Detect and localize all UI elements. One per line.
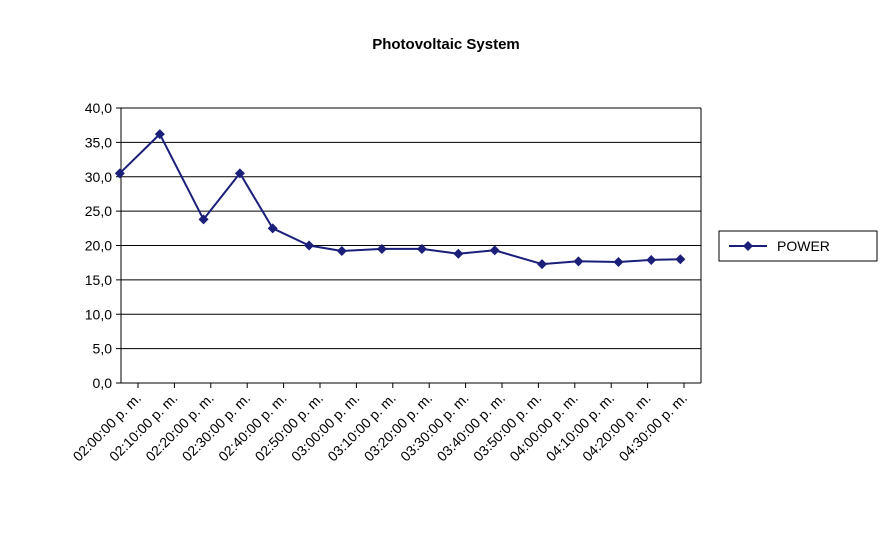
data-point	[613, 257, 624, 267]
data-point	[453, 248, 464, 259]
legend-label: POWER	[777, 238, 830, 254]
y-tick-label: 30,0	[85, 169, 112, 185]
series-line	[119, 133, 681, 266]
y-tick-label: 0,0	[93, 375, 113, 391]
y-tick-label: 20,0	[85, 238, 112, 254]
y-tick-label: 25,0	[85, 203, 112, 219]
data-point	[114, 168, 125, 179]
data-point	[336, 246, 347, 256]
legend: POWER	[718, 230, 878, 262]
data-point	[489, 245, 500, 256]
data-point	[234, 168, 245, 179]
data-point	[537, 259, 548, 270]
x-axis-ticks: 02:00:00 p. m.02:10:00 p. m.02:20:00 p. …	[70, 383, 690, 464]
data-point	[646, 254, 657, 265]
gridlines	[121, 107, 701, 350]
data-point	[416, 243, 427, 254]
data-point	[573, 256, 584, 267]
series-power	[114, 129, 686, 270]
y-tick-label: 40,0	[85, 100, 112, 116]
data-point	[304, 240, 315, 251]
data-point	[198, 214, 209, 225]
y-axis-ticks: 0,0 5,0 10,0 15,0 20,0 25,0 30,0 35,0 40,0	[85, 100, 121, 391]
data-point	[376, 243, 387, 254]
y-tick-label: 5,0	[93, 341, 113, 357]
axes	[120, 107, 702, 384]
legend-swatch-marker	[743, 241, 753, 251]
y-tick-label: 10,0	[85, 306, 112, 322]
data-point	[675, 254, 686, 265]
y-tick-label: 15,0	[85, 272, 112, 288]
data-point	[267, 223, 278, 234]
chart-title: Photovoltaic System	[372, 36, 520, 53]
data-point	[154, 129, 165, 140]
y-tick-label: 35,0	[85, 134, 112, 150]
